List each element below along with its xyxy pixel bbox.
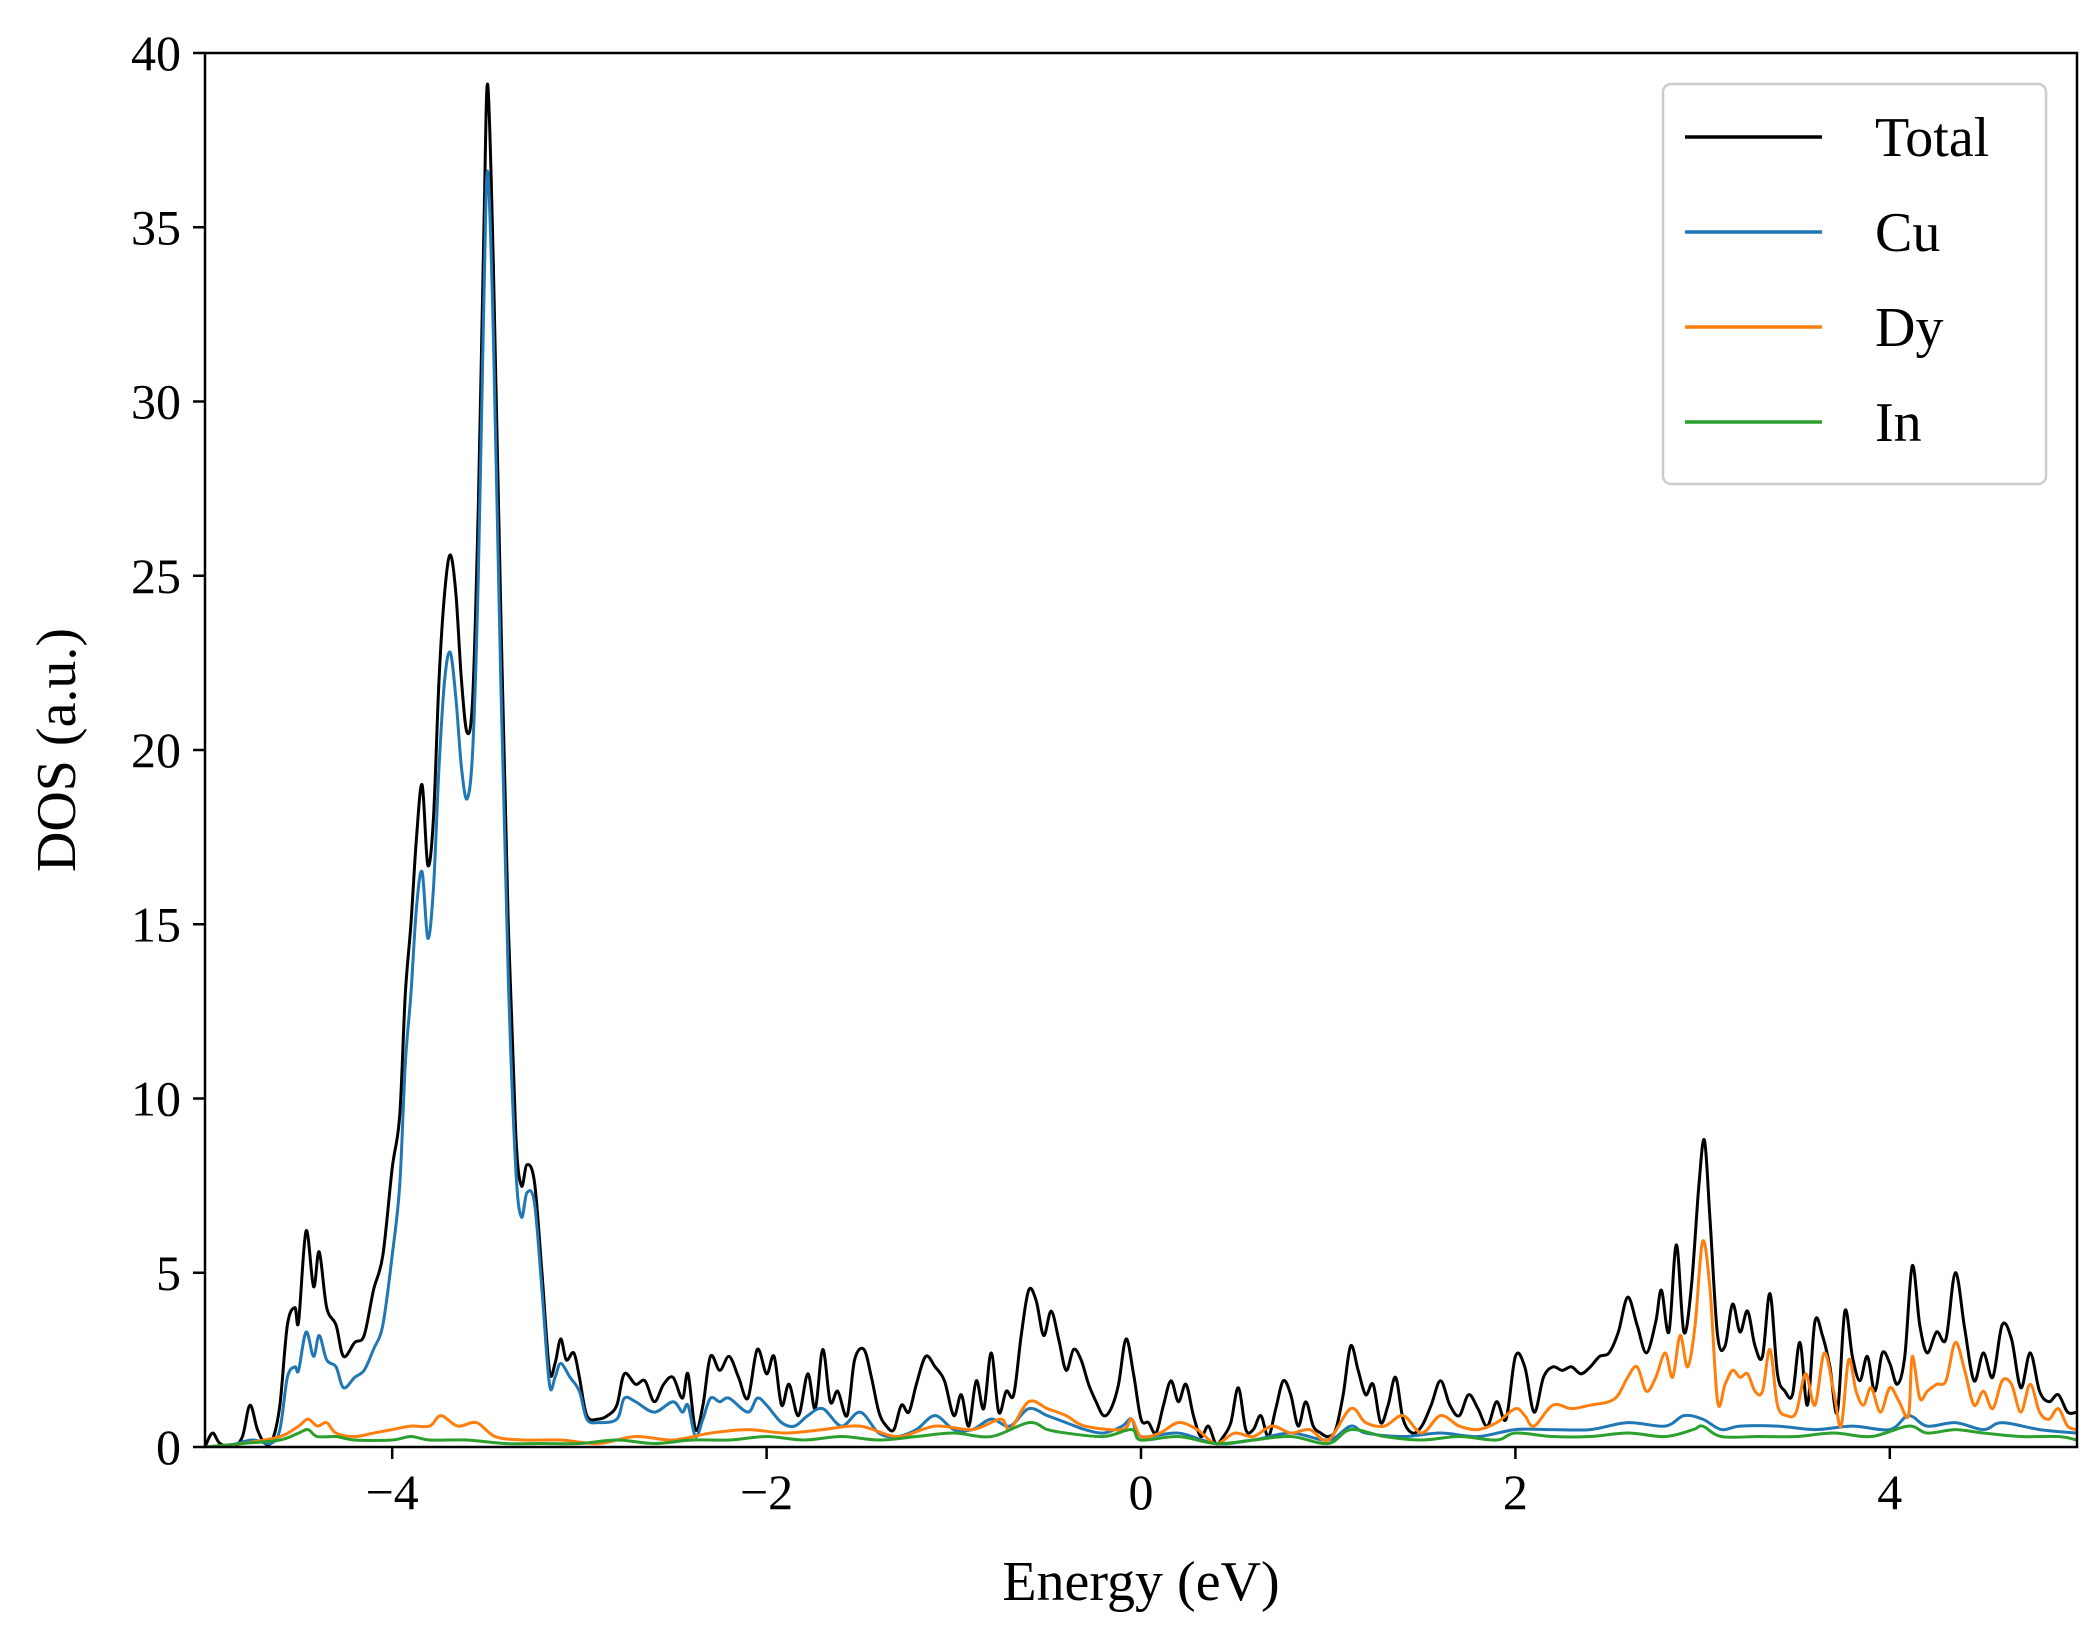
x-tick-label: −2 [740,1464,793,1520]
series-layer [205,82,2077,1447]
legend-box [1661,82,2048,486]
legend-entries: Total Cu Dy In [1685,107,1989,454]
y-tick-label: 20 [131,722,181,778]
y-tick-label: 10 [131,1071,181,1127]
y-tick-label: 25 [131,548,181,604]
legend: Total Cu Dy In [1661,82,2048,486]
series-line-in [205,1421,2077,1447]
y-tick-label: 35 [131,199,181,255]
series-line-dy [205,1239,2077,1447]
legend-label-dy: Dy [1875,297,1943,359]
x-tick-label: 0 [1129,1464,1154,1520]
x-axis-title: Energy (eV) [1002,1551,1279,1613]
x-tick-label: 4 [1877,1464,1902,1520]
x-tick-label: 2 [1503,1464,1528,1520]
legend-label-cu: Cu [1875,202,1940,264]
y-tick-label: 15 [131,896,181,952]
legend-label-in: In [1875,392,1922,454]
y-tick-label: 40 [131,25,181,81]
legend-label-total: Total [1875,107,1989,169]
series-line-cu [205,169,2077,1447]
y-axis-title: DOS (a.u.) [26,628,88,872]
x-tick-label: −4 [366,1464,419,1520]
y-tick-label: 0 [156,1419,181,1475]
y-tick-label: 5 [156,1245,181,1301]
y-tick-label: 30 [131,374,181,430]
